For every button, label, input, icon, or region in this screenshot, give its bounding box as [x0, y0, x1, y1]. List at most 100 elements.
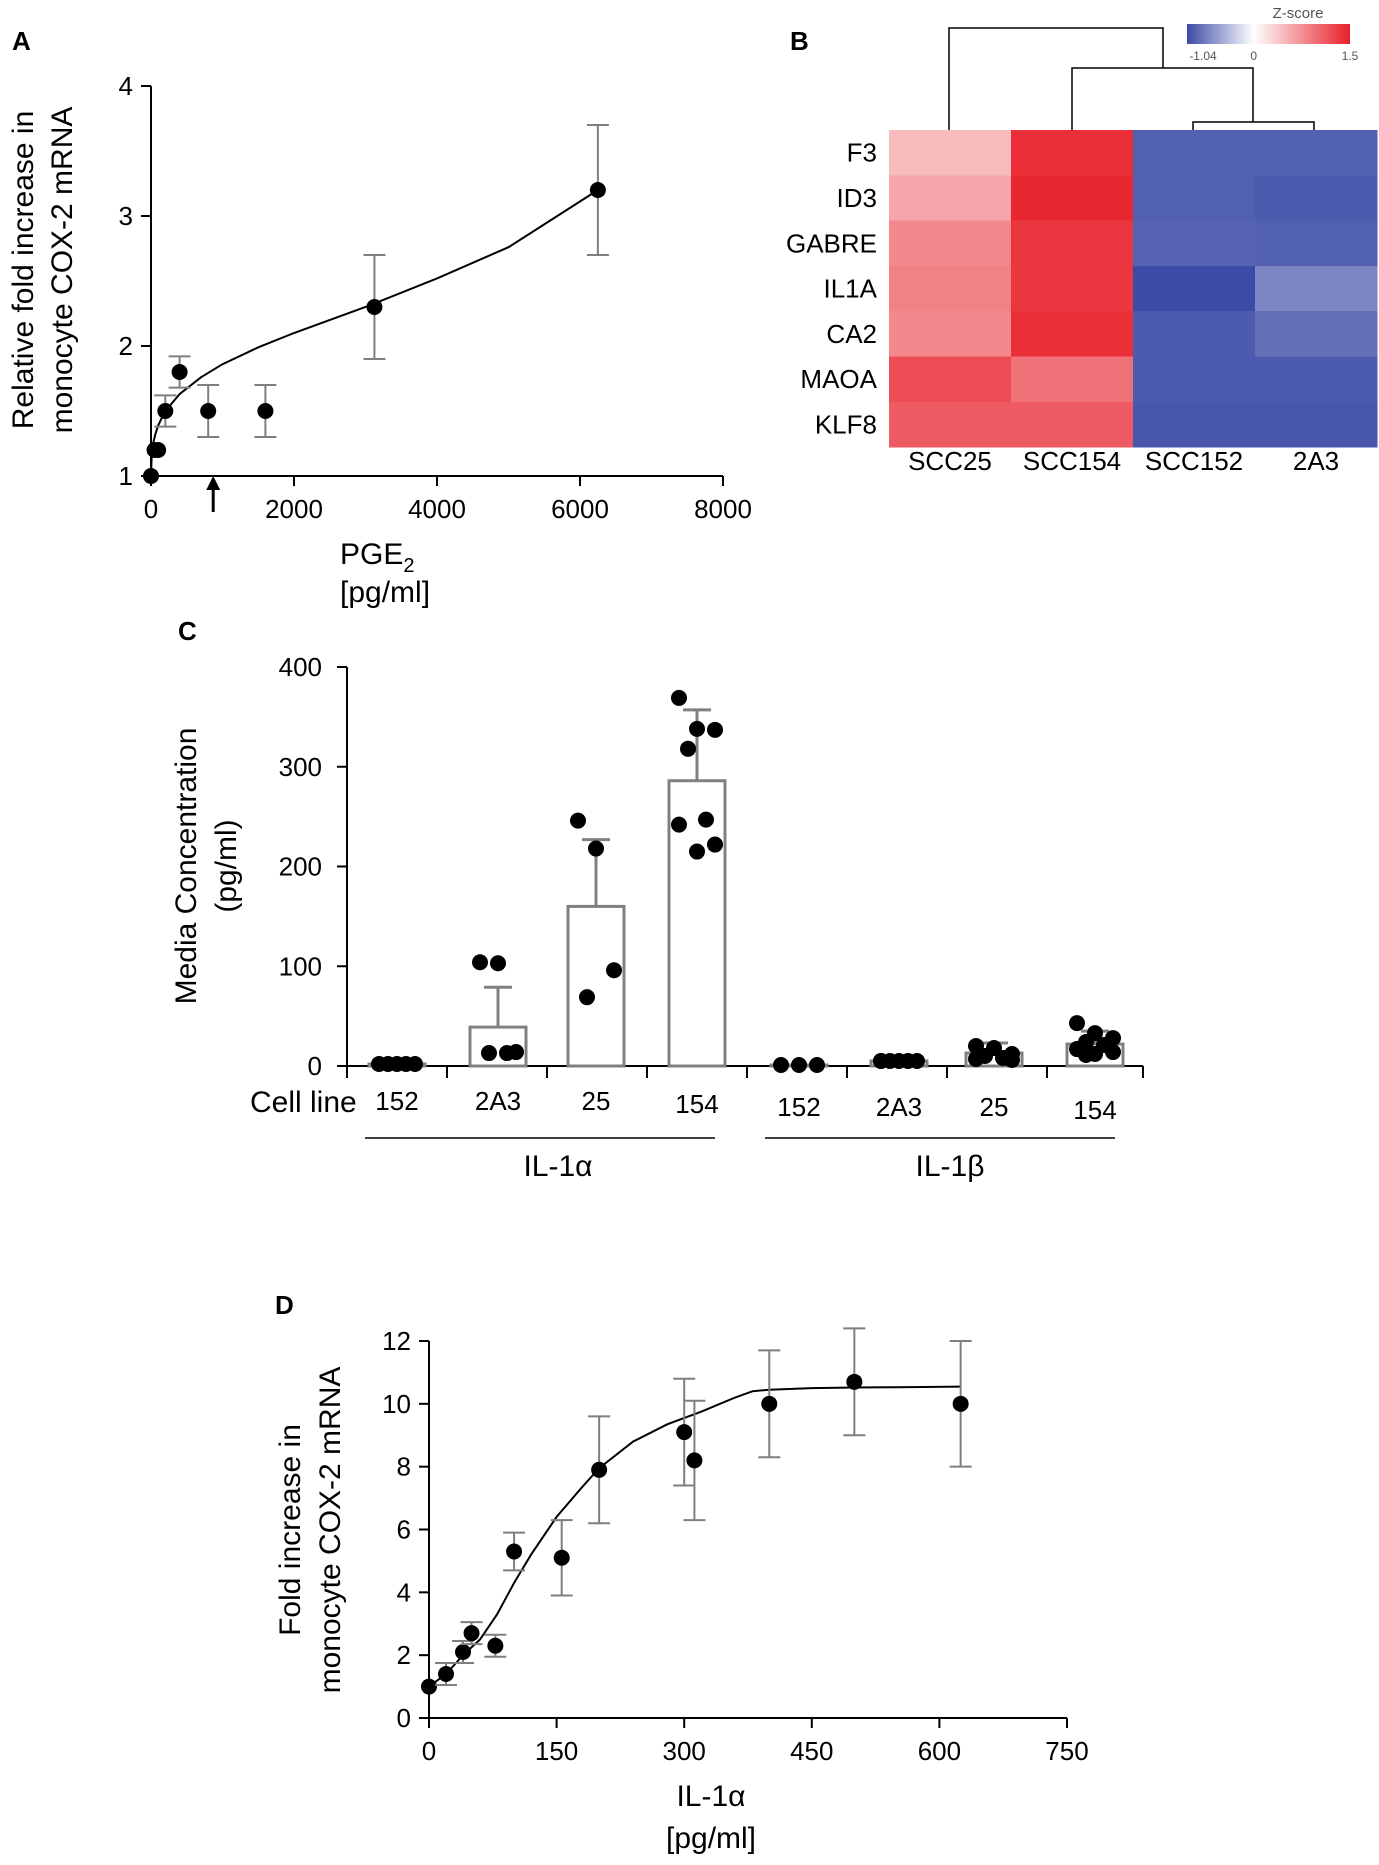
y-tick-label: 4 — [119, 71, 133, 101]
heatmap-cell — [1011, 175, 1134, 222]
heatmap-cell — [889, 401, 1012, 448]
y-tick-label: 4 — [397, 1577, 411, 1607]
data-point — [1069, 1015, 1085, 1032]
heatmap-cell — [1255, 401, 1378, 448]
heatmap-column-label: 2A3 — [1293, 446, 1339, 476]
data-point — [150, 442, 167, 458]
x-category-label: 25 — [980, 1092, 1009, 1122]
heatmap-cell — [1133, 130, 1256, 176]
panel-label-a: A — [12, 26, 31, 56]
data-point — [499, 1045, 515, 1062]
heatmap-row-label: KLF8 — [815, 409, 877, 439]
data-point — [438, 1666, 455, 1683]
heatmap-cell — [1133, 311, 1256, 357]
y-tick-label: 0 — [308, 1051, 322, 1081]
data-point — [143, 468, 159, 484]
heatmap-cell — [889, 130, 1012, 176]
data-point — [591, 1461, 608, 1478]
a-y-axis-title-line2: monocyte COX-2 mRNA — [46, 107, 79, 434]
data-point — [1105, 1044, 1121, 1061]
data-point — [463, 1625, 480, 1642]
data-point — [873, 1053, 889, 1070]
panel-label-b: B — [790, 26, 809, 56]
data-point — [846, 1373, 863, 1390]
panel-label-d: D — [275, 1290, 294, 1320]
d-x-axis-title: IL-1α — [676, 1780, 745, 1813]
x-tick-label: 300 — [663, 1736, 706, 1766]
colorbar-tick-label: 0 — [1250, 49, 1257, 63]
heatmap-cell — [889, 265, 1012, 312]
data-point — [686, 1452, 703, 1469]
data-point — [968, 1051, 984, 1068]
data-point — [506, 1543, 523, 1560]
x-tick-label: 0 — [144, 494, 158, 524]
data-point — [588, 840, 604, 857]
data-point — [589, 182, 606, 198]
x-tick-label: 6000 — [551, 494, 609, 524]
x-tick-label: 2000 — [265, 494, 323, 524]
y-tick-label: 300 — [279, 752, 322, 782]
bar — [566, 904, 626, 1068]
heatmap-cell — [1255, 220, 1378, 267]
il1a-group-label: IL-1α — [523, 1150, 592, 1183]
heatmap-cell — [1133, 356, 1256, 403]
data-point — [1004, 1052, 1020, 1069]
data-point — [579, 989, 595, 1006]
data-point — [487, 1637, 504, 1654]
arrow-head — [206, 476, 221, 490]
heatmap-cell — [1011, 265, 1134, 312]
a-x-axis-units: [pg/ml] — [340, 576, 430, 609]
y-tick-label: 10 — [382, 1389, 411, 1419]
data-point — [481, 1045, 497, 1062]
x-category-label: 25 — [582, 1086, 611, 1116]
panel-label-c: C — [178, 616, 197, 646]
y-tick-label: 3 — [119, 201, 133, 231]
c-y-axis-title-line2: (pg/ml) — [210, 819, 243, 912]
y-tick-label: 200 — [279, 852, 322, 882]
data-point — [900, 1053, 916, 1070]
data-point — [952, 1395, 969, 1412]
data-point — [689, 720, 705, 737]
heatmap-cell — [1011, 401, 1134, 448]
data-point — [366, 299, 383, 315]
data-point — [455, 1644, 472, 1661]
data-point — [707, 721, 723, 738]
data-point — [421, 1678, 437, 1695]
heatmap-cell — [1011, 220, 1134, 267]
x-category-label: 152 — [777, 1092, 820, 1122]
y-tick-label: 100 — [279, 951, 322, 981]
data-point — [200, 403, 217, 419]
data-point — [707, 836, 723, 853]
data-point — [671, 689, 687, 706]
x-tick-label: 150 — [535, 1736, 578, 1766]
y-tick-label: 2 — [119, 331, 133, 361]
x-tick-label: 8000 — [694, 494, 752, 524]
il1b-group-label: IL-1β — [916, 1150, 985, 1183]
cell-line-label: Cell line — [250, 1086, 357, 1119]
x-category-label: 2A3 — [475, 1086, 521, 1116]
x-tick-label: 750 — [1045, 1736, 1088, 1766]
x-category-label: 2A3 — [876, 1092, 922, 1122]
heatmap-cell — [1133, 220, 1256, 267]
fit-curve — [428, 1385, 961, 1688]
data-point — [671, 816, 687, 833]
heatmap-row-label: ID3 — [837, 183, 877, 213]
c-y-axis-title-line1: Media Concentration — [170, 728, 203, 1005]
heatmap-cell — [889, 220, 1012, 267]
panel-a: A 1 2 3 4 0 2000 4000 6000 8000 PGE2 [pg/ml] Re… — [7, 26, 752, 609]
data-point — [773, 1057, 789, 1074]
heatmap-row-label: GABRE — [786, 228, 877, 258]
data-point — [257, 403, 274, 419]
x-tick-label: 4000 — [408, 494, 466, 524]
heatmap-row-label: F3 — [847, 138, 877, 168]
heatmap-row-label: CA2 — [826, 319, 877, 349]
heatmap-cell — [1133, 401, 1256, 448]
data-point — [472, 954, 488, 971]
heatmap-cell — [1255, 175, 1378, 222]
data-point — [1078, 1047, 1094, 1064]
heatmap-cell — [1011, 130, 1134, 176]
panel-b: B Z-score -1.04 0 1.5 F3 ID3 GABRE IL1A CA2 MAO… — [786, 5, 1378, 476]
heatmap-cell — [889, 356, 1012, 403]
y-tick-label: 8 — [397, 1452, 411, 1482]
